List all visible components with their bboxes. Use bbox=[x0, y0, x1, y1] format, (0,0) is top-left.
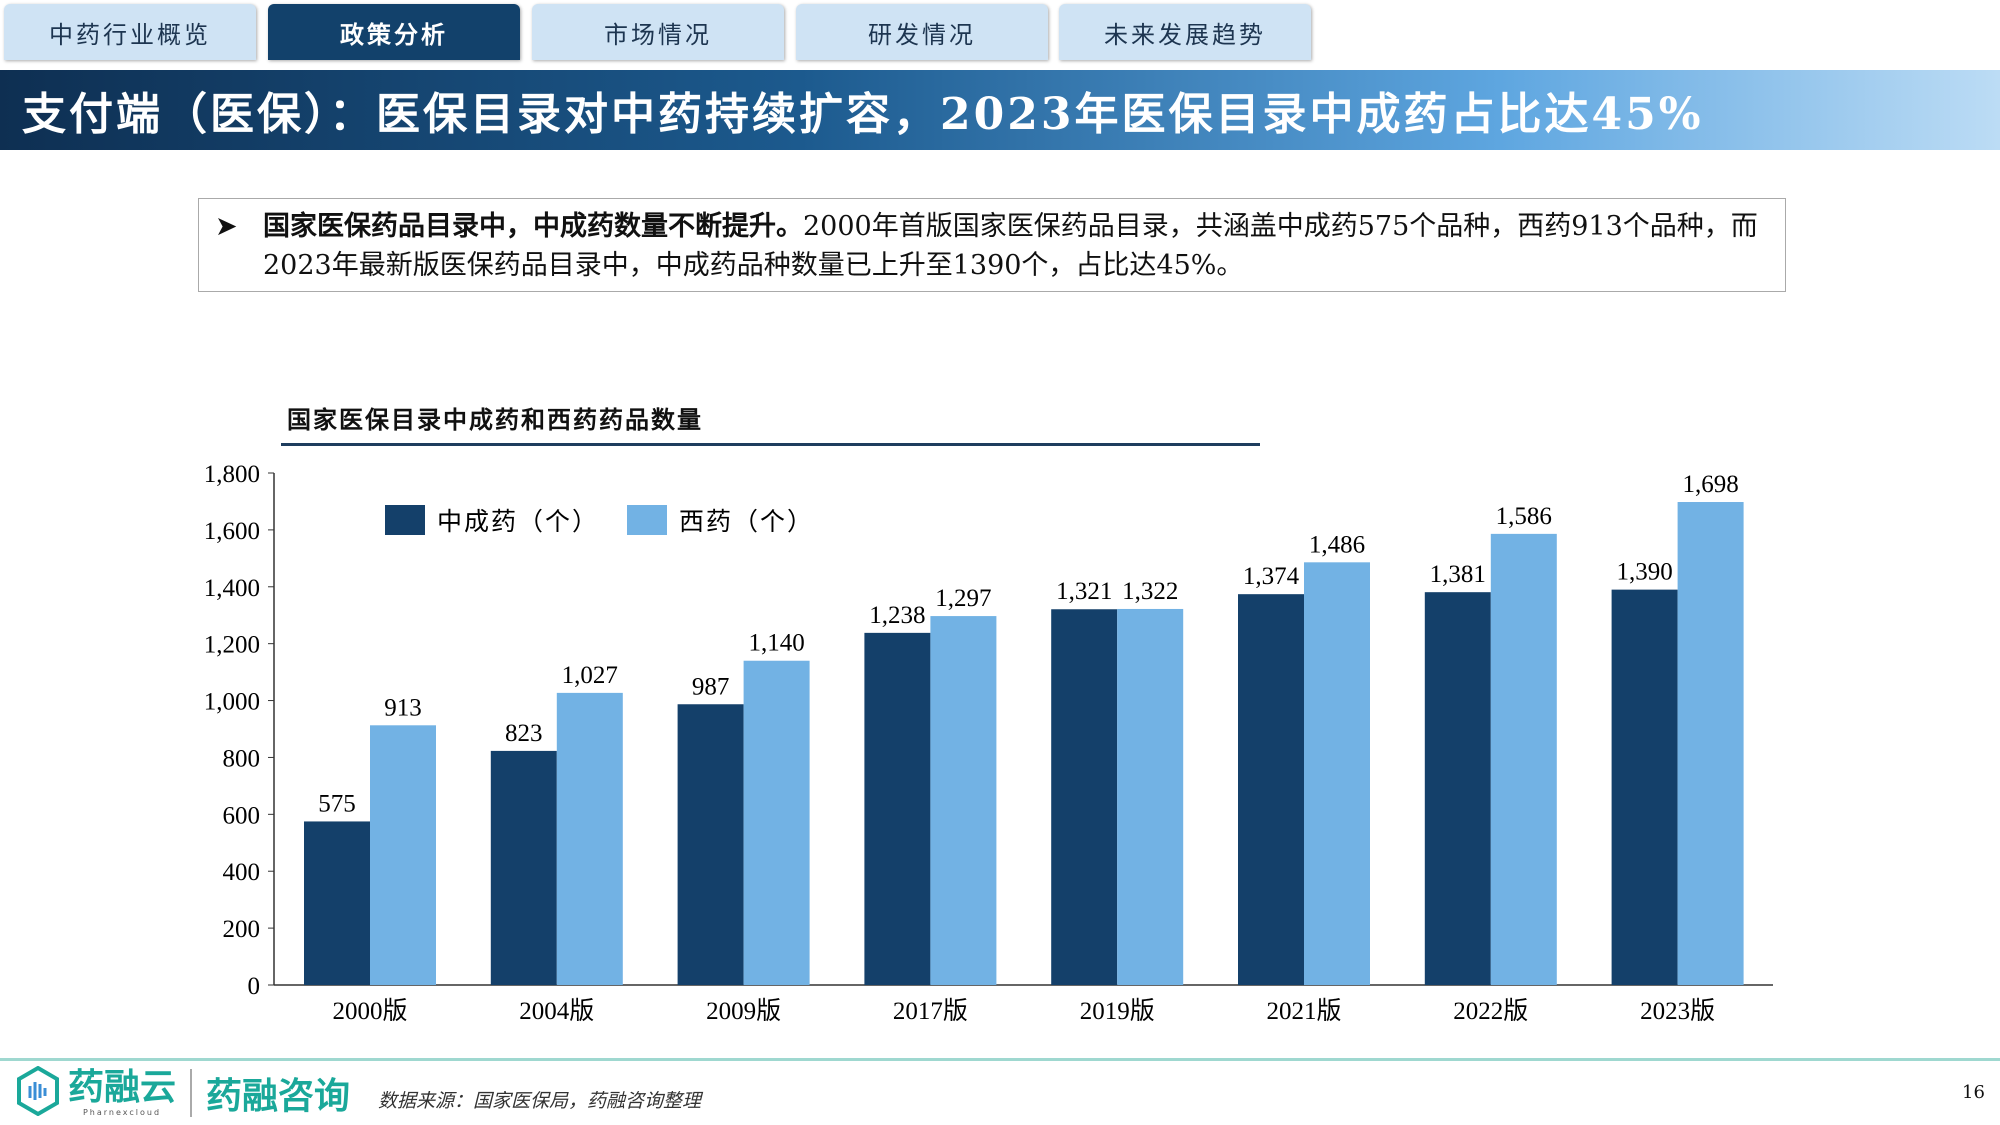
x-tick-label: 2017版 bbox=[893, 997, 968, 1025]
data-label: 1,381 bbox=[1430, 561, 1486, 588]
y-tick-label: 600 bbox=[223, 802, 261, 829]
bar-tcm bbox=[1424, 592, 1491, 985]
chart-title: 国家医保目录中成药和西药药品数量 bbox=[287, 405, 703, 434]
data-label: 1,374 bbox=[1243, 563, 1300, 590]
bar-western bbox=[1490, 533, 1557, 985]
data-label: 1,486 bbox=[1309, 531, 1365, 558]
tab-0[interactable]: 中药行业概览 bbox=[4, 4, 256, 60]
y-tick-label: 1,200 bbox=[204, 632, 260, 659]
x-tick-label: 2022版 bbox=[1453, 997, 1528, 1025]
bar-western bbox=[930, 616, 997, 985]
tab-2[interactable]: 市场情况 bbox=[532, 4, 784, 60]
summary-box: ➤ 国家医保药品目录中，中成药数量不断提升。2000年首版国家医保药品目录，共涵… bbox=[198, 198, 1786, 292]
logo-pharnexcloud: 药融云 bbox=[68, 1067, 177, 1108]
bar-western bbox=[1117, 608, 1184, 985]
bar-tcm bbox=[1611, 589, 1678, 985]
data-label: 1,238 bbox=[869, 602, 925, 629]
y-tick-label: 1,400 bbox=[204, 575, 260, 602]
page-number: 16 bbox=[1962, 1082, 1985, 1103]
tab-1[interactable]: 政策分析 bbox=[268, 4, 520, 60]
bar-tcm bbox=[1051, 609, 1118, 985]
title-underline bbox=[281, 443, 1260, 446]
data-label: 1,322 bbox=[1122, 578, 1178, 605]
y-tick-label: 400 bbox=[223, 859, 261, 886]
x-tick-label: 2021版 bbox=[1266, 997, 1341, 1025]
legend-label: 西药（个） bbox=[679, 507, 814, 536]
data-label: 575 bbox=[318, 790, 356, 817]
y-tick-label: 1,800 bbox=[204, 461, 260, 488]
data-label: 1,698 bbox=[1682, 471, 1738, 498]
legend-swatch bbox=[627, 505, 667, 535]
logo-pharnexcloud-sub: Pharnexcloud bbox=[82, 1108, 162, 1117]
data-label: 823 bbox=[505, 720, 543, 747]
data-source: 数据来源：国家医保局，药融咨询整理 bbox=[378, 1090, 702, 1112]
data-label: 1,586 bbox=[1496, 503, 1552, 530]
legend-label: 中成药（个） bbox=[437, 507, 599, 536]
summary-text: 2000年首版国家医保药品目录，共涵盖中成药575个品种，西药913个品种，而2… bbox=[263, 211, 1758, 281]
footer-logo: 药融云 Pharnexcloud 药融咨询 bbox=[16, 1065, 351, 1120]
data-label: 1,297 bbox=[935, 585, 991, 612]
logo-consulting: 药融咨询 bbox=[206, 1076, 351, 1117]
bar-western bbox=[1677, 502, 1744, 985]
y-tick-label: 200 bbox=[223, 916, 261, 943]
logo-pharnexcloud-group: 药融云 Pharnexcloud bbox=[68, 1068, 176, 1118]
bar-western bbox=[370, 725, 436, 985]
tab-4[interactable]: 未来发展趋势 bbox=[1059, 4, 1311, 60]
data-label: 913 bbox=[384, 694, 422, 721]
data-label: 1,321 bbox=[1056, 578, 1112, 605]
data-label: 1,140 bbox=[748, 630, 804, 657]
y-tick-label: 1,600 bbox=[204, 518, 260, 545]
x-tick-label: 2009版 bbox=[706, 997, 781, 1025]
arrow-bullet-icon: ➤ bbox=[215, 211, 238, 242]
y-tick-label: 1,000 bbox=[204, 689, 260, 716]
summary-bold: 国家医保药品目录中，中成药数量不断提升。 bbox=[263, 211, 803, 242]
bar-western bbox=[556, 692, 623, 985]
data-label: 987 bbox=[692, 673, 730, 700]
pharnexcloud-logo-icon bbox=[16, 1065, 60, 1120]
y-tick-label: 800 bbox=[223, 745, 261, 772]
y-tick-label: 0 bbox=[248, 973, 261, 1000]
footer-divider bbox=[0, 1058, 2000, 1061]
x-tick-label: 2023版 bbox=[1640, 997, 1715, 1025]
logo-separator bbox=[190, 1069, 193, 1117]
bar-western bbox=[743, 660, 810, 985]
legend-swatch bbox=[385, 505, 425, 535]
bar-tcm bbox=[677, 704, 744, 985]
bar-tcm bbox=[1238, 594, 1304, 985]
x-tick-label: 2004版 bbox=[519, 997, 594, 1025]
bar-tcm bbox=[490, 750, 557, 985]
bar-tcm bbox=[864, 632, 931, 985]
bar-tcm bbox=[304, 821, 370, 985]
page-title: 支付端（医保）：医保目录对中药持续扩容，2023年医保目录中成药占比达45% bbox=[0, 70, 2000, 150]
data-label: 1,027 bbox=[562, 662, 618, 689]
bar-western bbox=[1304, 562, 1370, 985]
x-tick-label: 2000版 bbox=[332, 997, 407, 1025]
data-label: 1,390 bbox=[1616, 559, 1672, 586]
tab-3[interactable]: 研发情况 bbox=[796, 4, 1048, 60]
x-tick-label: 2019版 bbox=[1080, 997, 1155, 1025]
